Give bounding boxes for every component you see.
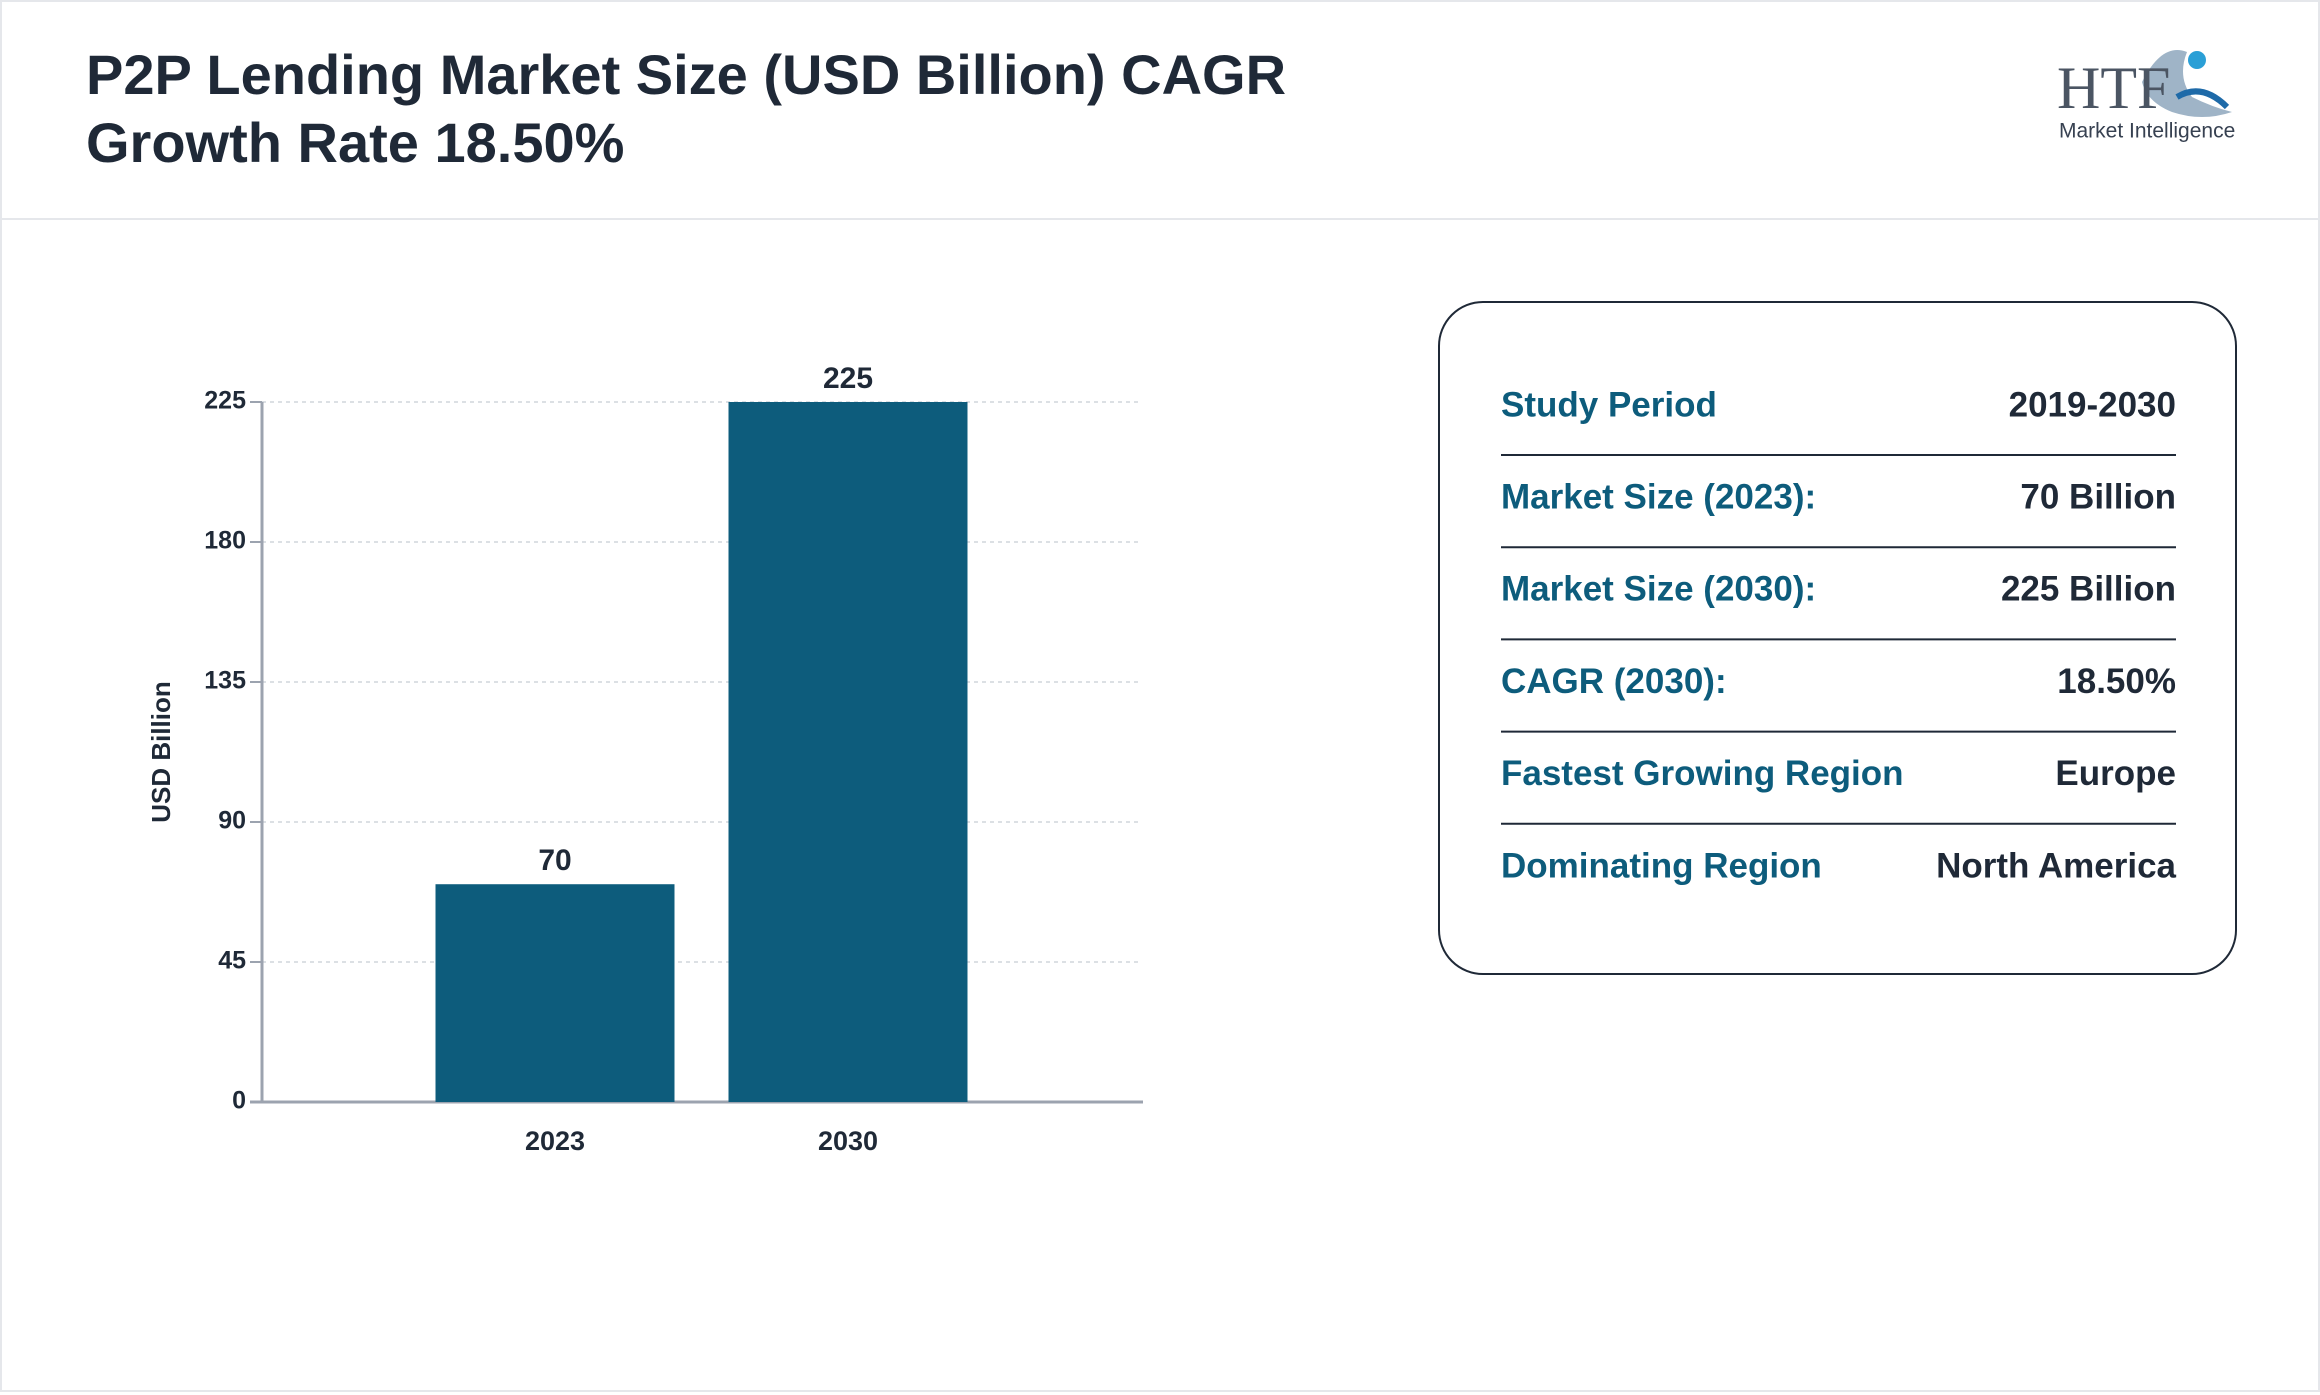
row-value: North America bbox=[1936, 846, 2176, 885]
row-value: 18.50% bbox=[2057, 662, 2176, 701]
title-line: Growth Rate 18.50% bbox=[86, 111, 624, 174]
row-value: 2019-2030 bbox=[2009, 385, 2176, 424]
x-tick-label: 2030 bbox=[818, 1126, 878, 1156]
bar bbox=[728, 402, 968, 1102]
logo-tagline: Market Intelligence bbox=[2059, 120, 2235, 143]
logo-mark: HTF bbox=[2057, 55, 2170, 121]
title-line: P2P Lending Market Size (USD Billion) CA… bbox=[86, 43, 1286, 106]
logo: HTF Market Intelligence bbox=[2057, 50, 2235, 143]
row-label: Fastest Growing Region bbox=[1501, 754, 1904, 793]
info-card bbox=[1438, 301, 2237, 975]
row-label: Market Size (2023): bbox=[1501, 477, 1816, 516]
row-value: Europe bbox=[2055, 754, 2176, 793]
row-value: 225 Billion bbox=[2001, 570, 2176, 609]
y-tick-label: 90 bbox=[218, 807, 246, 835]
bar bbox=[435, 884, 675, 1102]
logo-swoosh bbox=[2175, 88, 2230, 110]
row-label: Dominating Region bbox=[1501, 846, 1822, 885]
row-label: CAGR (2030): bbox=[1501, 662, 1727, 701]
y-tick-label: 180 bbox=[204, 527, 246, 555]
y-tick-label: 135 bbox=[204, 667, 246, 695]
y-tick-label: 45 bbox=[218, 947, 246, 975]
row-label: Market Size (2030): bbox=[1501, 570, 1816, 609]
y-axis-label: USD Billion bbox=[146, 681, 176, 823]
row-label: Study Period bbox=[1501, 385, 1717, 424]
logo-shape bbox=[2142, 50, 2232, 117]
logo-dot bbox=[2188, 51, 2206, 69]
x-tick-label: 2023 bbox=[525, 1126, 585, 1156]
y-tick-label: 225 bbox=[204, 387, 246, 415]
chart: 0 45 90 135 180 225 USD Billion 70 2023 225 2030 bbox=[146, 362, 1143, 1156]
y-tick-label: 0 bbox=[232, 1087, 246, 1115]
data-label: 70 bbox=[538, 844, 571, 877]
data-label: 225 bbox=[823, 362, 873, 395]
info-table: Study Period 2019-2030 Market Size (2023):… bbox=[1501, 385, 2177, 885]
row-value: 70 Billion bbox=[2020, 477, 2176, 516]
